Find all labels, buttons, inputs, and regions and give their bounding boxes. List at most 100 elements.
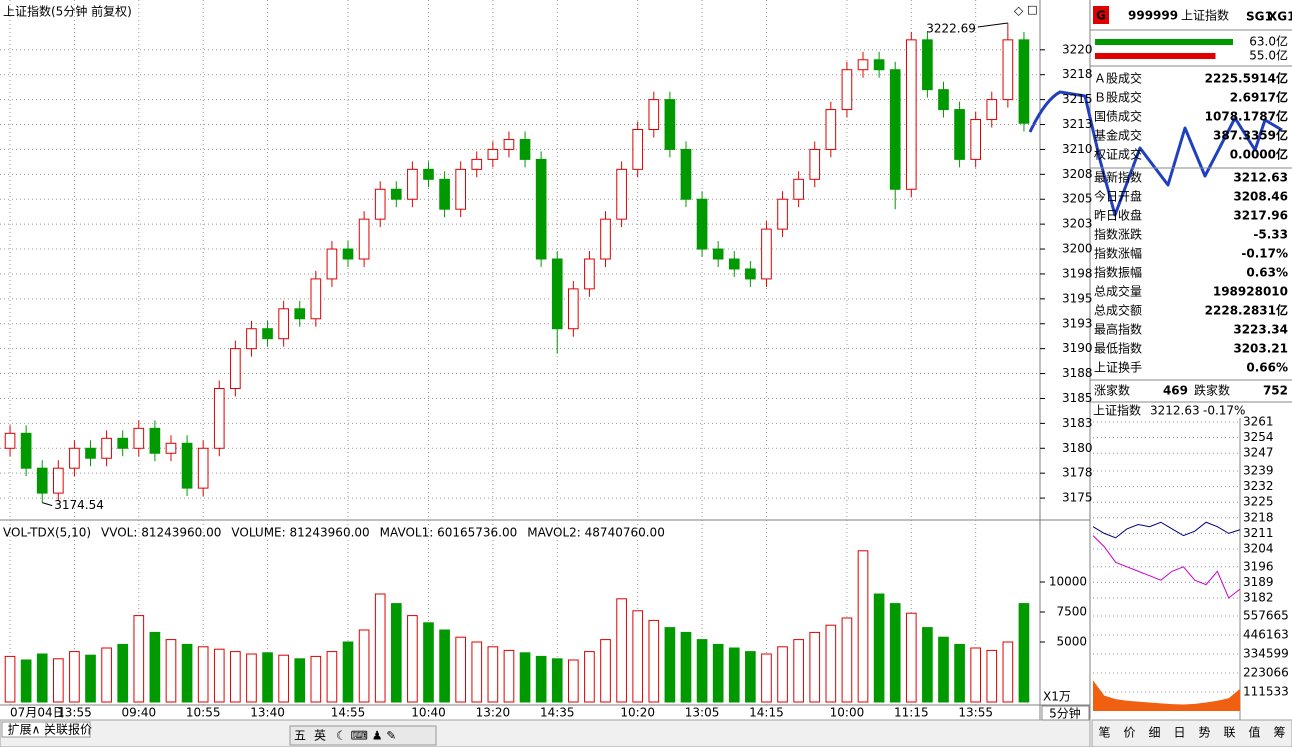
row-value: 0.63% [1246, 266, 1288, 280]
candle-body [69, 447, 80, 469]
y-tick-label: 5000 [1056, 635, 1087, 649]
flow-bar [1095, 39, 1233, 45]
candle-body [648, 99, 660, 131]
volume-bar [310, 655, 322, 703]
breadth-label: 跌家数 [1194, 383, 1230, 398]
candle-body [181, 442, 193, 489]
candle-body [36, 467, 48, 494]
mini-y-label: 3239 [1243, 464, 1274, 478]
candle-body [213, 388, 225, 449]
candle-body [262, 328, 273, 340]
row-label: 指数振幅 [1094, 265, 1142, 280]
volume-bar [326, 651, 338, 703]
x-tick-label: 13:55 [958, 706, 993, 720]
candle-body [53, 467, 64, 494]
signal-tag: SG1 [1246, 10, 1273, 24]
y-tick-label: 3180 [1062, 441, 1093, 455]
mini-v-label: 334599 [1243, 647, 1289, 661]
volume-bar [632, 610, 644, 703]
mini-avg-line [1092, 535, 1241, 599]
volume-bar [535, 655, 547, 703]
volume-bar [455, 636, 466, 703]
row-label: 指数涨跌 [1094, 227, 1142, 242]
mini-y-label: 3182 [1243, 591, 1274, 605]
volume-bar [197, 646, 209, 703]
row-label: 总成交量 [1094, 284, 1142, 299]
candle-body [680, 148, 692, 200]
view-tab[interactable]: 值 [1248, 725, 1260, 740]
breadth-label: 涨家数 [1094, 383, 1130, 398]
volume-bar [423, 622, 434, 703]
volume-bar [439, 629, 450, 703]
tab-label[interactable]: 关联报价 [44, 722, 92, 737]
x-tick-label: 13:20 [476, 706, 511, 720]
ime-label[interactable]: 五 [294, 729, 306, 743]
high-annotation: 3222.69 [926, 22, 976, 36]
mini-v-label: 446163 [1243, 627, 1289, 641]
tab-label[interactable]: 扩展∧ [8, 723, 41, 737]
candle-body [745, 268, 756, 280]
volume-bar [53, 658, 64, 703]
volume-bar [294, 658, 306, 703]
x-tick-label: 07月04日 [10, 706, 65, 720]
row-value: 3217.96 [1233, 209, 1288, 223]
row-label: 上证换手 [1094, 361, 1142, 375]
ime-label[interactable]: 英 [314, 729, 326, 743]
view-tab[interactable]: 笔 [1098, 725, 1110, 740]
volume-bar [503, 649, 515, 703]
volume-bar [390, 603, 402, 703]
volume-bar [905, 612, 917, 703]
candle-body [793, 178, 804, 200]
period-label[interactable]: 5分钟 [1049, 706, 1081, 721]
x-tick-label: 10:20 [620, 706, 655, 720]
x-tick-label: 10:40 [411, 706, 446, 720]
volume-bar [181, 643, 193, 703]
x-tick-label: 13:40 [250, 706, 285, 720]
candle-body [1018, 39, 1030, 124]
candle-body [117, 437, 129, 449]
row-value: 3212.63 [1233, 171, 1288, 185]
candle-body [696, 198, 708, 250]
candle-body [246, 328, 257, 350]
candle-body [905, 39, 917, 190]
volume-legend: VVOL: 81243960.00 [101, 526, 221, 540]
view-tab[interactable]: 日 [1173, 726, 1185, 740]
view-tab[interactable]: 价 [1123, 726, 1135, 740]
mini-price: 3212.63 [1150, 404, 1200, 418]
volume-bar [970, 647, 981, 703]
view-tab[interactable]: 筹 [1273, 726, 1285, 740]
tab[interactable] [45, 721, 91, 738]
row-label: 最低指数 [1094, 341, 1142, 356]
candle-body [358, 218, 370, 260]
y-tick-label: 3193 [1062, 316, 1093, 330]
candle-body [761, 228, 772, 280]
candle-body [922, 39, 933, 91]
y-tick-label: 3205 [1062, 192, 1093, 206]
view-tab[interactable]: 联 [1223, 726, 1235, 740]
row-value: 0.0000亿 [1230, 147, 1288, 162]
candle-body [728, 258, 740, 270]
low-annotation: 3174.54 [54, 498, 104, 512]
view-tab[interactable]: 势 [1198, 726, 1210, 740]
y-tick-label: 3220 [1062, 42, 1093, 56]
period-button[interactable] [1041, 705, 1090, 721]
view-tab[interactable]: 细 [1148, 726, 1160, 740]
row-label: 总成交额 [1094, 303, 1142, 318]
row-label: Ａ股成交 [1094, 71, 1142, 86]
volume-bar [584, 651, 595, 703]
row-label: 国债成交 [1094, 109, 1142, 124]
mini-v-label: 111533 [1243, 685, 1289, 699]
row-label: 最高指数 [1094, 322, 1142, 337]
volume-bar [616, 598, 627, 703]
mini-y-label: 3247 [1243, 446, 1274, 460]
row-value: 2228.2831亿 [1205, 303, 1288, 318]
volume-bar [487, 646, 499, 703]
candle-body [970, 119, 981, 160]
candle-body [407, 168, 418, 200]
candle-body [519, 138, 531, 160]
candle-body [857, 59, 869, 71]
row-value: 3208.46 [1233, 190, 1288, 204]
candle-body [986, 99, 998, 121]
candle-body [197, 447, 209, 489]
candle-body [423, 168, 434, 180]
